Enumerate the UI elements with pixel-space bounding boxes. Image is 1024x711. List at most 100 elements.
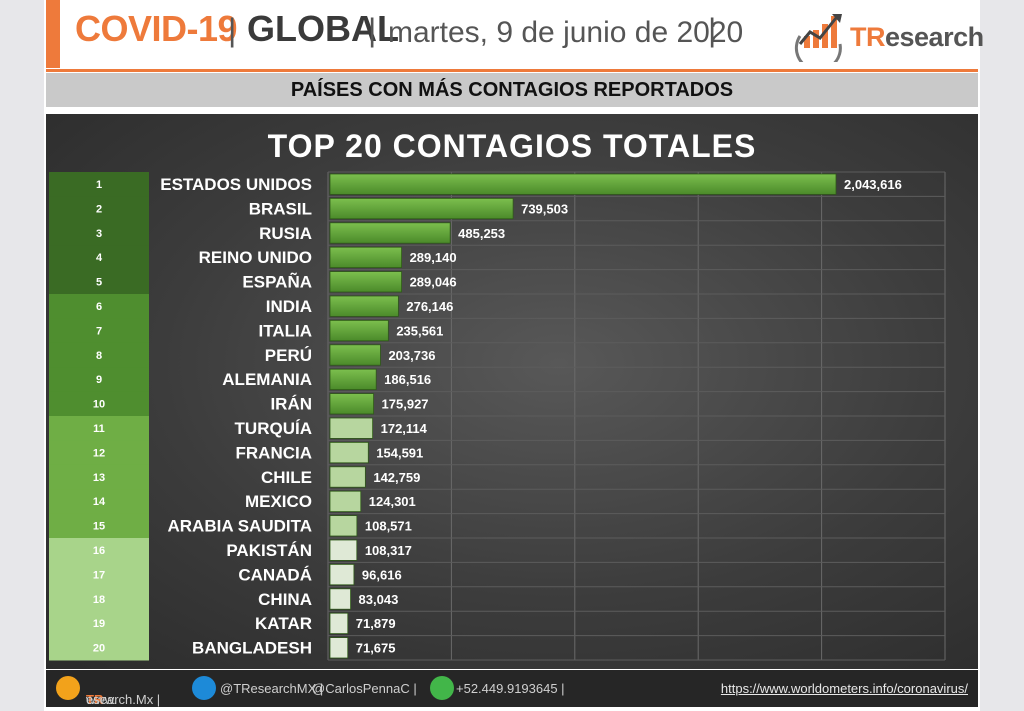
brand-suffix: esearch [885, 22, 984, 52]
rank-label: 9 [96, 374, 102, 386]
twitter-icon [192, 676, 216, 700]
rank-cell [49, 611, 149, 637]
rank-cell [49, 318, 149, 344]
rank-cell [49, 538, 149, 563]
rank-cell [49, 172, 149, 197]
value-label: 108,571 [365, 519, 412, 534]
rank-label: 10 [93, 399, 105, 411]
value-label: 71,675 [356, 641, 396, 656]
tresearch-logo-icon [794, 14, 842, 62]
rank-cell [49, 440, 149, 466]
header-accent-bar [46, 0, 60, 68]
category-label: MEXICO [245, 492, 312, 511]
category-label: ESPAÑA [242, 272, 312, 292]
website-prefix: www. [86, 692, 118, 707]
category-label: RUSIA [259, 224, 312, 243]
header-separator: | [708, 12, 717, 48]
value-label: 71,879 [356, 616, 396, 631]
bar [329, 588, 351, 610]
value-label: 276,146 [406, 299, 453, 314]
category-label: ARABIA SAUDITA [168, 517, 313, 536]
category-label: BRASIL [249, 199, 312, 218]
bar [329, 612, 349, 635]
rank-label: 11 [93, 423, 105, 435]
rank-cell [49, 513, 149, 539]
bar [329, 515, 358, 537]
rank-label: 5 [96, 277, 102, 289]
value-label: 203,736 [388, 348, 435, 363]
rank-label: 2 [96, 203, 102, 215]
rank-label: 4 [96, 252, 103, 264]
phone-icon [430, 676, 454, 700]
category-label: PAKISTÁN [226, 541, 312, 560]
footer-source-link[interactable]: https://www.worldometers.info/coronaviru… [720, 681, 968, 696]
website-brand: TR [86, 692, 104, 707]
bar [329, 222, 451, 244]
rank-label: 6 [96, 301, 102, 313]
value-label: 739,503 [521, 201, 568, 216]
category-label: CHINA [258, 590, 312, 609]
rank-cell [49, 635, 149, 661]
rank-label: 15 [93, 521, 105, 533]
bar [329, 564, 355, 586]
value-label: 154,591 [376, 445, 423, 460]
value-label: 83,043 [359, 592, 399, 607]
category-label: PERÚ [265, 346, 312, 365]
header-covid-label: COVID-19 [75, 8, 238, 49]
rank-label: 14 [93, 496, 106, 508]
value-label: 186,516 [384, 372, 431, 387]
bar [329, 246, 402, 268]
rank-label: 1 [96, 179, 102, 191]
bar [329, 368, 377, 391]
rank-label: 8 [96, 350, 102, 362]
rank-cell [49, 294, 149, 319]
rank-label: 13 [93, 472, 105, 484]
category-label: TURQUÍA [235, 419, 312, 438]
rank-cell [49, 269, 149, 295]
rank-label: 17 [93, 569, 105, 581]
value-label: 289,140 [410, 250, 457, 265]
website-suffix: esearch.Mx | [86, 692, 161, 707]
rank-label: 18 [93, 594, 105, 606]
subtitle-bar: PAÍSES CON MÁS CONTAGIOS REPORTADOS [46, 73, 978, 107]
value-label: 235,561 [396, 323, 443, 338]
rank-cell [49, 489, 149, 515]
category-label: REINO UNIDO [199, 248, 312, 267]
brand-prefix: TR [850, 22, 886, 52]
category-label: INDIA [266, 297, 312, 316]
value-label: 485,253 [458, 226, 505, 241]
header-separator: | [368, 12, 377, 48]
footer-twitter-handle-2[interactable]: @CarlosPennaC | [312, 681, 417, 696]
bar [329, 173, 837, 195]
rank-cell [49, 391, 149, 417]
category-label: KATAR [255, 614, 312, 633]
rank-cell [49, 464, 149, 490]
value-label: 289,046 [410, 275, 457, 290]
rank-label: 12 [93, 447, 105, 459]
category-label: FRANCIA [236, 443, 313, 462]
category-label: ITALIA [258, 321, 312, 340]
category-label: ESTADOS UNIDOS [160, 175, 312, 194]
header-date: martes, 9 de junio de 2020 [388, 16, 744, 49]
category-label: ALEMANIA [222, 370, 312, 389]
bar [329, 441, 369, 464]
globe-icon [56, 676, 80, 700]
bar [329, 393, 374, 415]
bar [329, 271, 402, 293]
brand-name: TResearch [850, 22, 984, 53]
header-separator: | [228, 12, 237, 48]
rank-label: 19 [93, 618, 105, 630]
rank-cell [49, 586, 149, 612]
rank-cell [49, 562, 149, 588]
rank-cell [49, 342, 149, 368]
bar [329, 490, 362, 513]
footer-twitter-handle[interactable]: @TResearchMX | [220, 681, 324, 696]
value-label: 124,301 [369, 494, 416, 509]
rank-cell [49, 220, 149, 246]
rank-cell [49, 367, 149, 393]
header-scope-label: GLOBAL [247, 8, 399, 49]
bar [329, 466, 366, 488]
value-label: 142,759 [373, 470, 420, 485]
rank-label: 7 [96, 325, 102, 337]
bar [329, 197, 514, 220]
